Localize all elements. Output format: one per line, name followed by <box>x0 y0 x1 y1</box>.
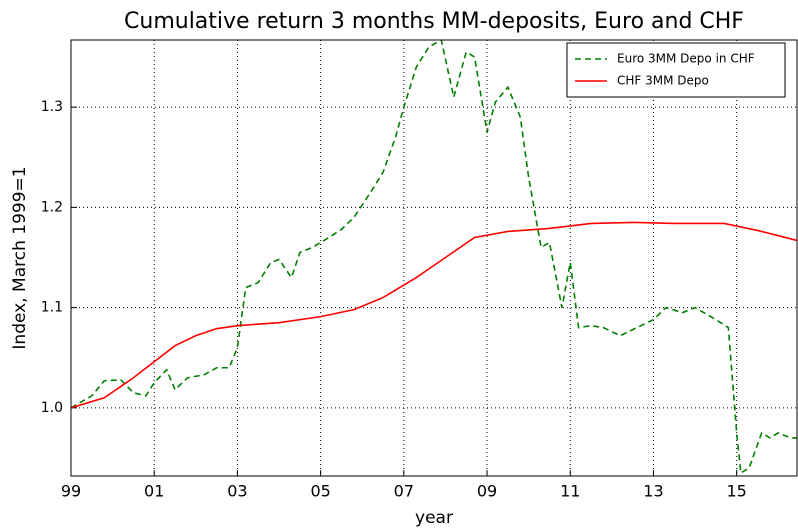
y-tick-label: 1.3 <box>41 99 63 115</box>
y-axis-label: Index, March 1999=1 <box>10 166 30 349</box>
x-tick-label: 01 <box>144 482 164 501</box>
chart-title: Cumulative return 3 months MM-deposits, … <box>124 9 744 34</box>
y-tick-label: 1.0 <box>41 400 63 416</box>
plot-frame <box>70 39 798 477</box>
legend-label: CHF 3MM Depo <box>617 74 709 88</box>
y-tick-label: 1.2 <box>41 199 63 215</box>
legend-label: Euro 3MM Depo in CHF <box>617 52 755 66</box>
x-tick-label: 05 <box>310 482 330 501</box>
x-tick-label: 99 <box>61 482 81 501</box>
legend-box <box>566 42 786 98</box>
x-tick-label: 13 <box>643 482 663 501</box>
x-axis-label: year <box>415 508 453 528</box>
x-tick-label: 11 <box>560 482 580 501</box>
x-tick-label: 03 <box>227 482 247 501</box>
x-tick-label: 07 <box>394 482 414 501</box>
series-line <box>71 40 797 475</box>
y-tick-label: 1.1 <box>41 300 63 316</box>
x-tick-label: 15 <box>726 482 746 501</box>
x-tick-label: 09 <box>477 482 497 501</box>
series-line <box>71 221 797 409</box>
